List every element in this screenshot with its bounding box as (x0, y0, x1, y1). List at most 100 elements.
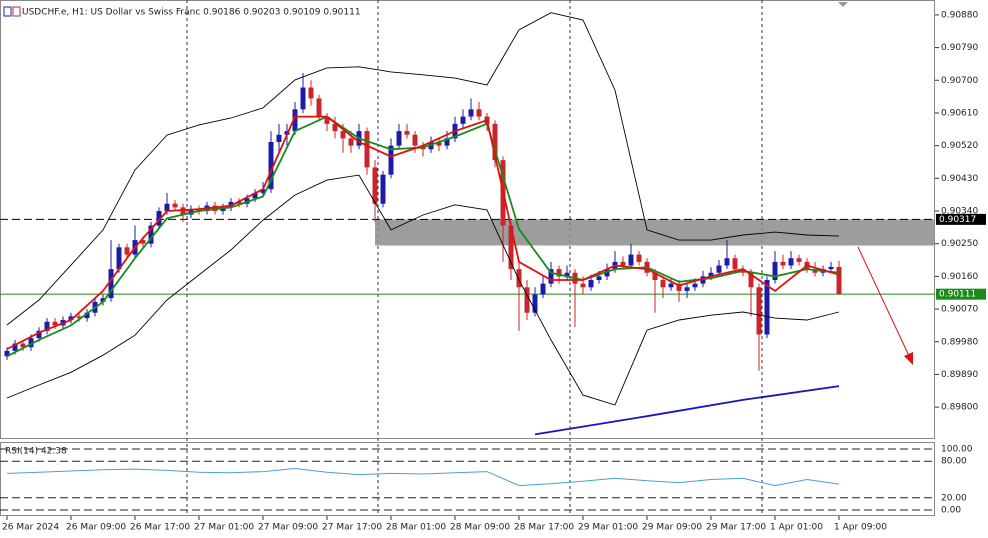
candle-body (324, 116, 330, 124)
candle-body (148, 225, 154, 244)
candle-body (508, 225, 514, 270)
candle-body (348, 138, 354, 146)
chart-title: USDCHF.e, H1: US Dollar vs Swiss Franc 0… (22, 8, 361, 18)
candle-body (628, 254, 634, 266)
candle-body (788, 258, 794, 266)
candle-body (28, 338, 34, 348)
x-tick-label: 26 Mar 2024 (2, 523, 59, 533)
candle-body (68, 316, 74, 320)
arrow-head (904, 352, 913, 365)
candle-body (76, 316, 82, 319)
y-tick-label: 0.90520 (941, 141, 978, 151)
candle-body (780, 261, 786, 266)
candle-body (828, 266, 834, 270)
candle-body (540, 283, 546, 295)
y-tick-label: 0.89890 (941, 370, 978, 380)
candle-body (444, 138, 450, 146)
candle-body (300, 87, 306, 110)
candle-body (84, 312, 90, 319)
rsi-tick-label: 80.00 (941, 457, 967, 467)
x-tick-label: 26 Mar 09:00 (66, 523, 126, 533)
candle-body (308, 87, 314, 99)
x-tick-label: 28 Mar 01:00 (386, 523, 446, 533)
x-tick-label: 27 Mar 09:00 (258, 523, 318, 533)
x-tick-label: 26 Mar 17:00 (130, 523, 190, 533)
rsi-line (6, 467, 840, 487)
candle-body (340, 131, 346, 139)
x-tick-label: 29 Mar 09:00 (642, 523, 702, 533)
candle-body (372, 167, 378, 204)
plot-layer (0, 12, 935, 436)
candle-body (564, 272, 570, 277)
icon (3, 6, 12, 17)
indicator-line (6, 174, 840, 406)
candle-body (684, 287, 690, 291)
rsi-pane (0, 442, 935, 516)
level-box (936, 288, 986, 300)
candle-body (812, 269, 818, 273)
candle-body (724, 258, 730, 266)
candle-body (316, 98, 322, 117)
y-tick-label: 0.90250 (941, 239, 978, 249)
candle-body (396, 131, 402, 146)
rsi-tick-label: 20.00 (941, 493, 967, 503)
rsi-tick-label: 100.00 (941, 445, 973, 455)
icon (12, 6, 21, 17)
y-tick-label: 0.90880 (941, 10, 978, 20)
y-tick-label: 0.90700 (941, 76, 978, 86)
x-tick-label: 27 Mar 17:00 (322, 523, 382, 533)
candle-body (716, 265, 722, 273)
candle-body (468, 109, 474, 117)
rsi-label: RSI(14) 42.38 (5, 447, 67, 457)
candle-body (404, 131, 410, 135)
x-tick-label: 28 Mar 09:00 (450, 523, 510, 533)
candle-body (116, 247, 122, 270)
candle-body (12, 343, 18, 351)
candle-body (620, 261, 626, 266)
candle-body (140, 240, 146, 244)
x-tick-label: 29 Mar 01:00 (578, 523, 638, 533)
candle-body (388, 145, 394, 175)
indicator-line (6, 115, 840, 350)
candle-body (20, 343, 26, 348)
candle-body (172, 203, 178, 208)
y-tick-label: 0.90070 (941, 305, 978, 315)
candle-body (676, 283, 682, 291)
candle-body (596, 276, 602, 281)
candle-body (756, 287, 762, 335)
y-tick-label: 0.90790 (941, 43, 978, 53)
candle-body (732, 258, 738, 270)
day-separators (186, 0, 763, 516)
y-tick-label: 0.89800 (941, 403, 978, 413)
candle-body (764, 280, 770, 335)
candle-body (532, 294, 538, 313)
level-label: 0.90111 (939, 290, 976, 300)
candle-body (52, 321, 58, 326)
y-tick-label: 0.90340 (941, 207, 978, 217)
x-tick-label: 1 Apr 09:00 (834, 523, 887, 533)
level-label: 0.90317 (939, 215, 976, 225)
candle-body (44, 321, 50, 331)
candle-body (580, 283, 586, 288)
candle-body (692, 283, 698, 288)
candle-body (236, 201, 242, 204)
candle-body (476, 109, 482, 117)
level-box (936, 213, 986, 225)
x-tick-label: 29 Mar 17:00 (706, 523, 766, 533)
x-tick-label: 28 Mar 17:00 (514, 523, 574, 533)
candle-body (748, 272, 754, 288)
candle-body (772, 261, 778, 281)
candle-body (276, 134, 282, 143)
candle-body (100, 298, 106, 302)
candle-body (556, 269, 562, 277)
candle-body (292, 109, 298, 132)
candle-body (460, 116, 466, 124)
candle-body (668, 283, 674, 288)
candle-body (108, 269, 114, 299)
candle-body (660, 280, 666, 288)
y-tick-label: 0.90430 (941, 174, 978, 184)
candle-body (36, 330, 42, 339)
candle-body (156, 211, 162, 226)
indicator-line (6, 12, 840, 326)
